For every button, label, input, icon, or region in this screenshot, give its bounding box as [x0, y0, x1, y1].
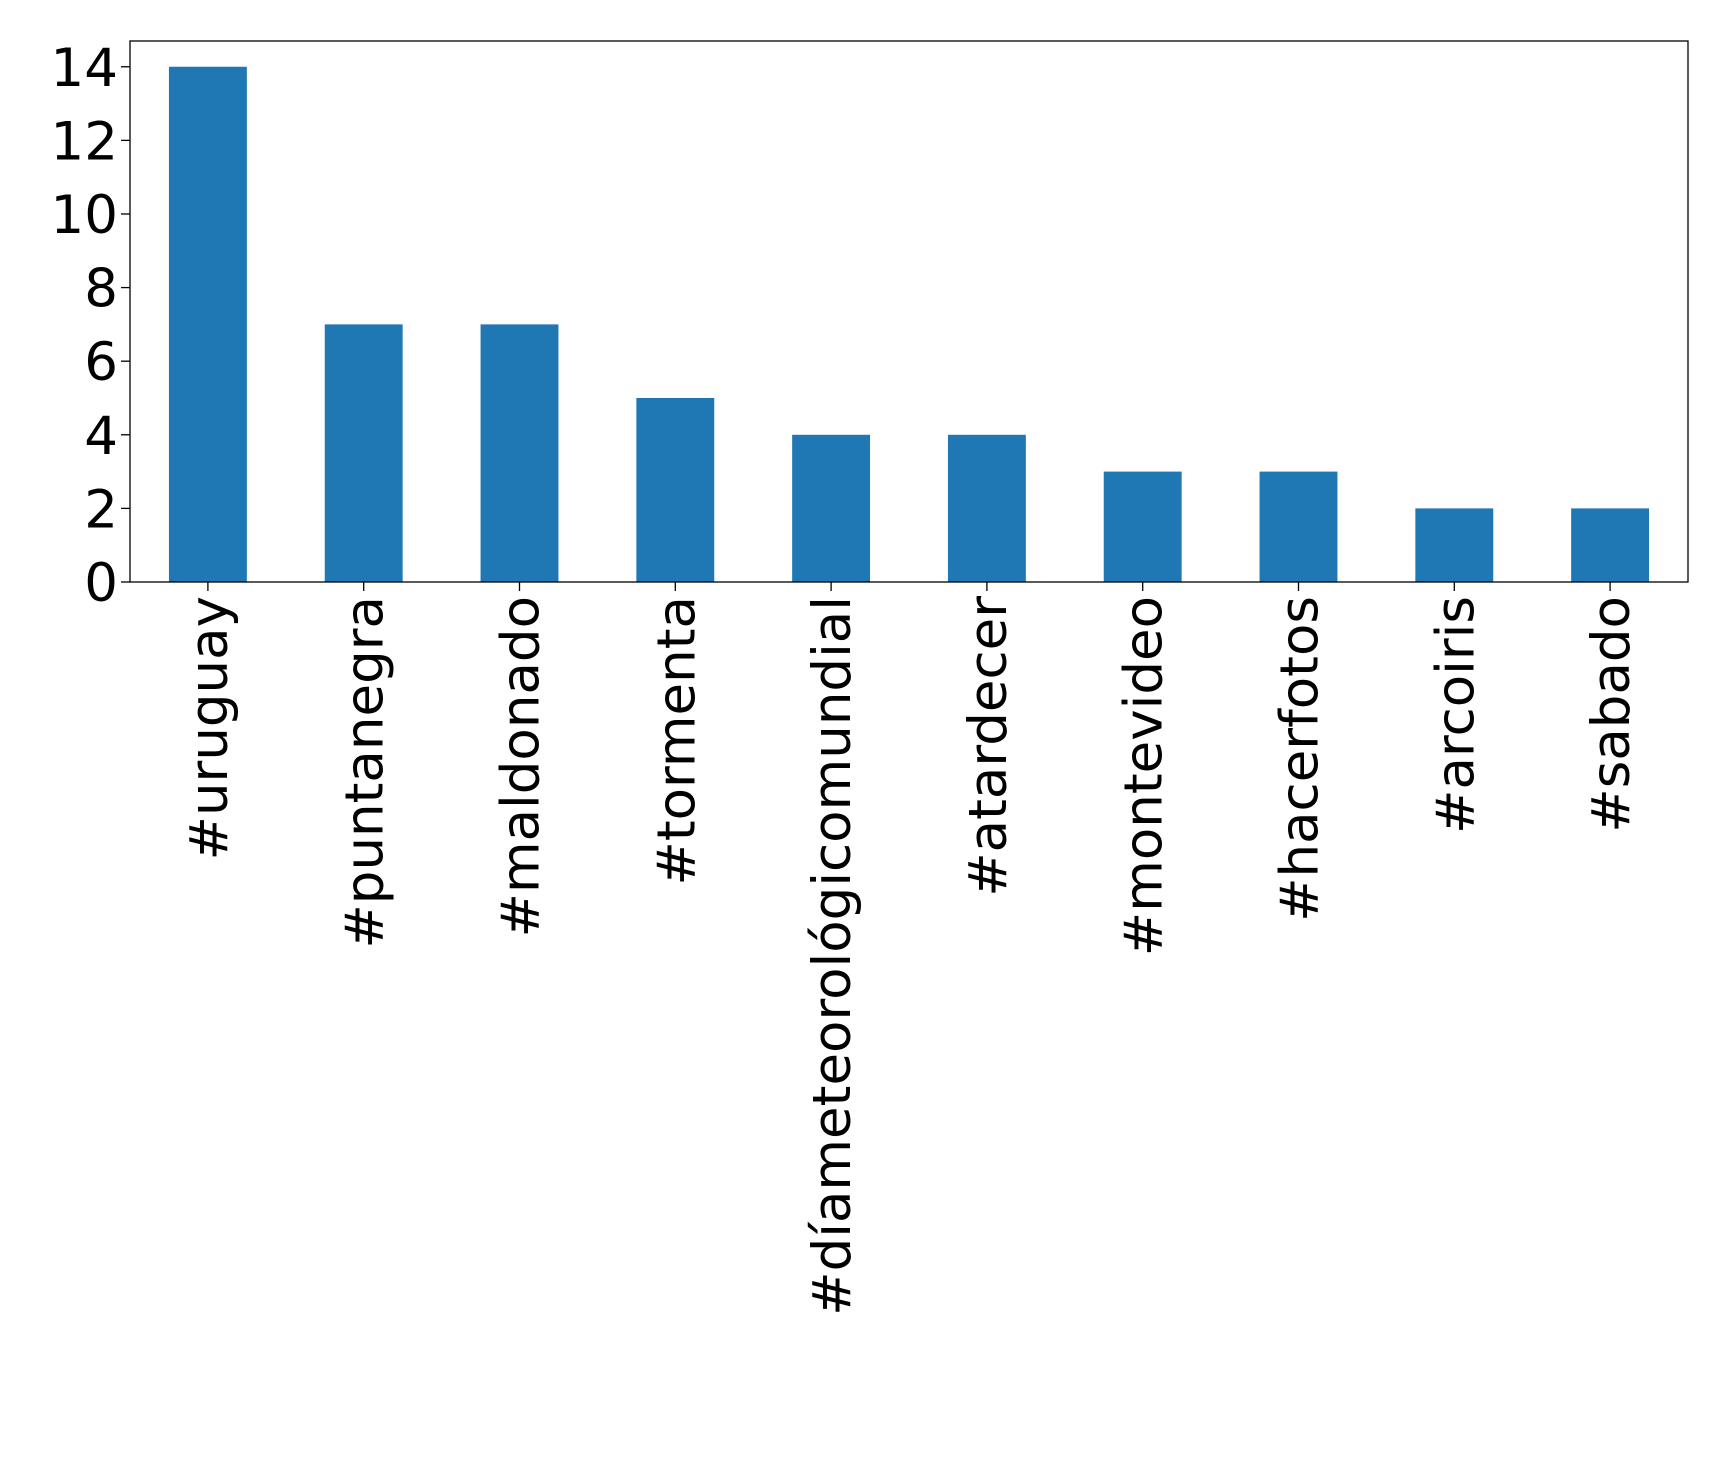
y-tick-label: 6 — [84, 332, 118, 393]
bar — [324, 324, 403, 582]
plot-frame — [129, 40, 1689, 583]
y-tick-label: 2 — [84, 479, 118, 540]
bar — [636, 397, 715, 582]
x-tick-label: #atardecer — [958, 596, 1019, 897]
bar — [1415, 508, 1494, 582]
y-tick-label: 8 — [84, 259, 118, 320]
bar — [1103, 471, 1182, 582]
bar — [480, 324, 559, 582]
x-tick-label: #montevideo — [1114, 596, 1175, 956]
x-tick-label: #díameteorológicomundial — [802, 596, 863, 1316]
y-tick-label: 14 — [51, 38, 118, 99]
x-tick-label: #arcoiris — [1425, 596, 1486, 834]
y-tick-label: 0 — [84, 553, 118, 614]
x-tick-label: #sabado — [1581, 596, 1642, 833]
x-tick-label: #uruguay — [179, 596, 240, 860]
x-tick-label: #tormenta — [646, 596, 707, 886]
bar — [1259, 471, 1338, 582]
y-tick-label: 12 — [51, 111, 118, 172]
bar — [168, 66, 247, 582]
bar — [947, 434, 1026, 582]
y-tick-label: 10 — [51, 185, 118, 246]
bar — [1571, 508, 1650, 582]
y-tick-label: 4 — [84, 406, 118, 467]
x-tick-label: #maldonado — [491, 596, 552, 937]
bar — [792, 434, 871, 582]
x-tick-label: #hacerfotos — [1270, 596, 1331, 922]
x-tick-label: #puntanegra — [335, 596, 396, 949]
